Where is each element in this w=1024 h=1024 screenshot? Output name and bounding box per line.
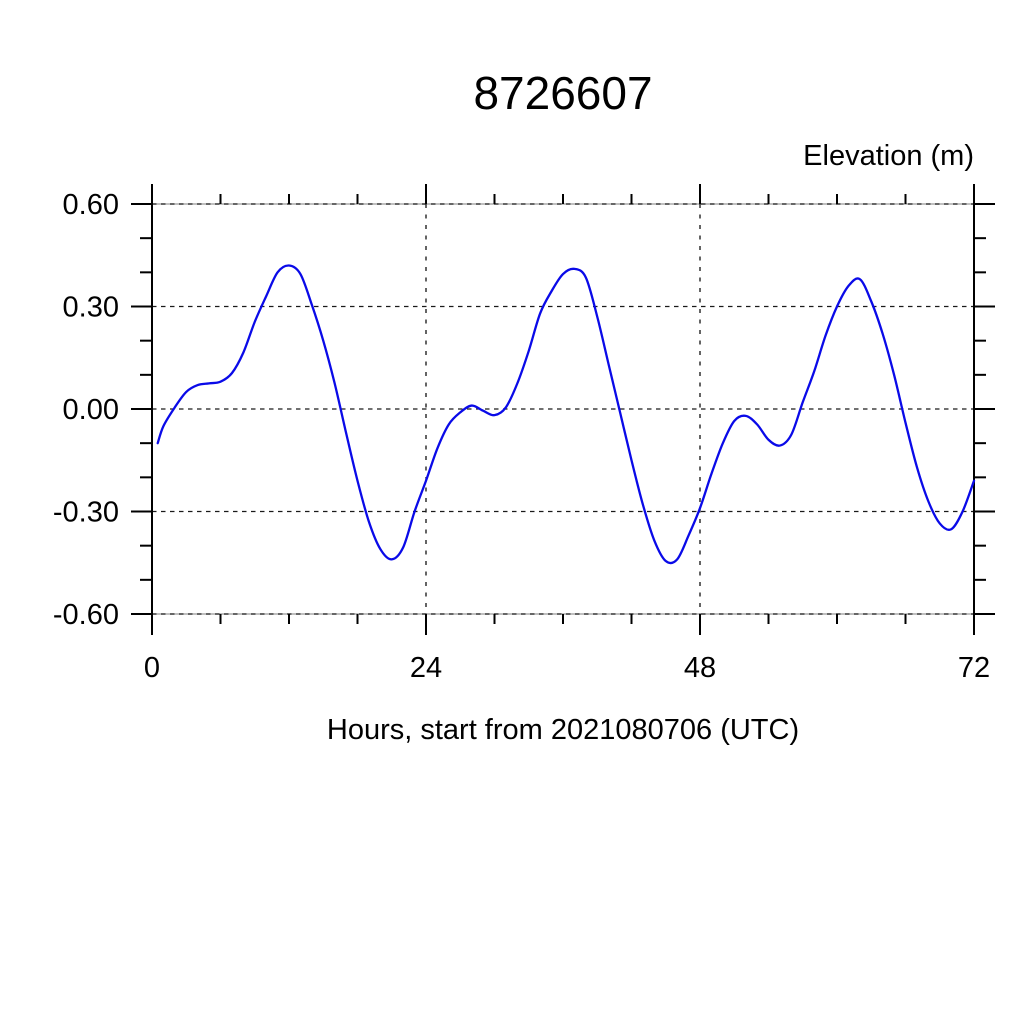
y-axis-title: Elevation (m) — [803, 140, 974, 172]
plot-title: 8726607 — [473, 67, 652, 119]
frame-underlay — [152, 203, 974, 615]
plot-frame — [151, 203, 975, 615]
y-tick-label: -0.30 — [53, 497, 119, 529]
x-tick-label: 48 — [684, 652, 716, 684]
tide-elevation-line — [156, 264, 976, 565]
x-tick-label: 72 — [958, 652, 990, 684]
x-axis-title: Hours, start from 2021080706 (UTC) — [327, 714, 799, 746]
tide-line-series — [156, 264, 976, 565]
axis-ticks — [131, 184, 995, 635]
tick-labels: 0 24 48 72 0.60 0.30 0.00 -0.30 -0.60 — [53, 189, 990, 684]
x-tick-label: 0 — [144, 652, 160, 684]
x-tick-label: 24 — [410, 652, 442, 684]
gridlines — [152, 203, 974, 615]
y-tick-label: 0.60 — [63, 189, 119, 221]
y-tick-label: -0.60 — [53, 599, 119, 631]
y-tick-label: 0.00 — [63, 394, 119, 426]
y-tick-label: 0.30 — [63, 292, 119, 324]
